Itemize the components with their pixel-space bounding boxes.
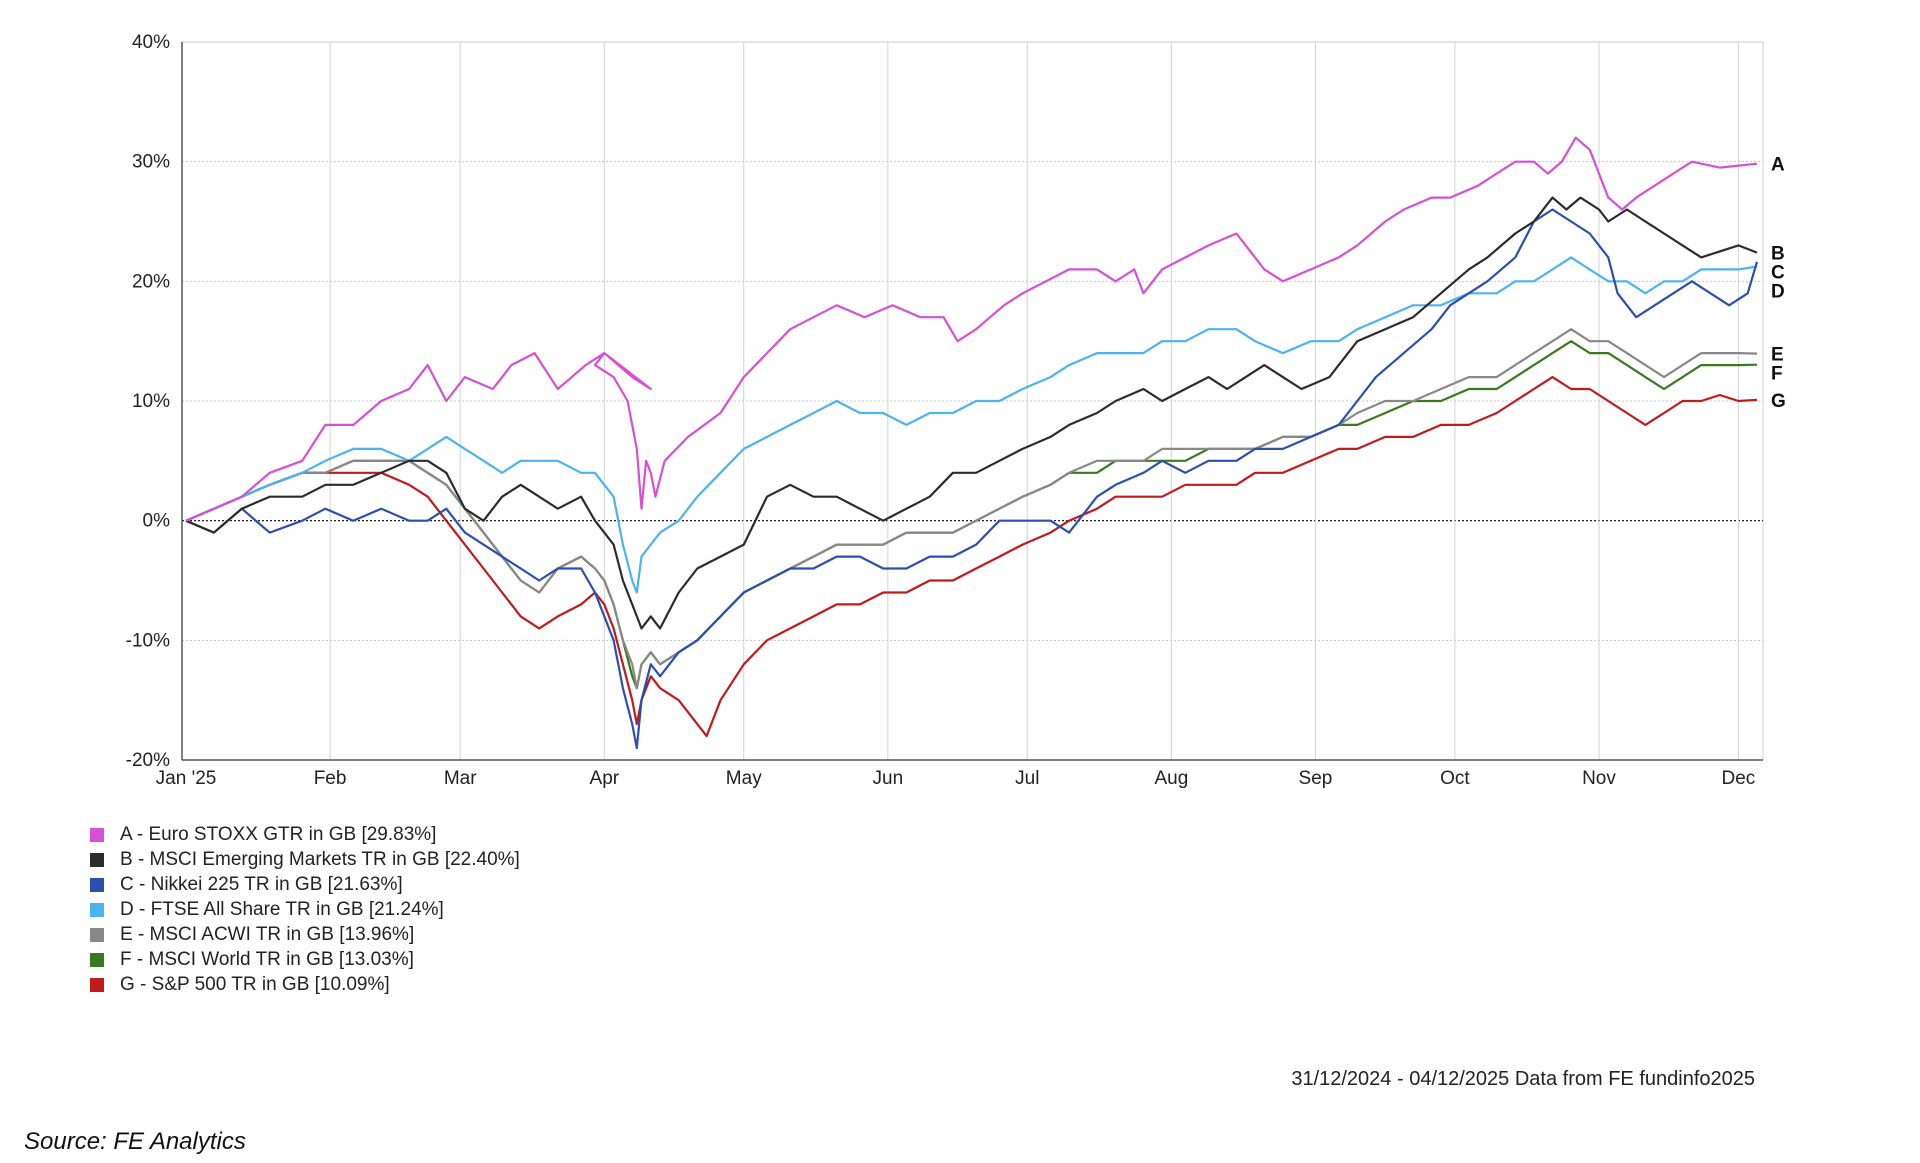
series-end-label-c: C [1771, 263, 1785, 284]
x-tick-label: May [726, 768, 762, 789]
legend-label: E - MSCI ACWI TR in GB [13.96%] [120, 923, 415, 945]
y-tick-label: 0% [143, 511, 171, 532]
x-tick-label: Nov [1582, 768, 1616, 789]
y-tick-label: 40% [132, 32, 170, 53]
x-tick-label: Oct [1440, 768, 1470, 789]
y-tick-label: -10% [126, 630, 170, 651]
x-tick-label: Aug [1154, 768, 1188, 789]
y-tick-label: -20% [126, 750, 170, 771]
series-line-b [185, 196, 1758, 630]
series-line-c [185, 208, 1759, 750]
legend-item-b: B - MSCI Emerging Markets TR in GB [22.4… [90, 847, 520, 872]
legend-swatch [90, 827, 104, 842]
legend-item-g: G - S&P 500 TR in GB [10.09%] [90, 972, 520, 997]
series-lines [185, 136, 1759, 750]
legend-swatch [90, 852, 104, 867]
x-tick-label: Feb [314, 768, 347, 789]
x-tick-label: Mar [444, 768, 477, 789]
series-end-label-e: E [1771, 345, 1784, 366]
legend-swatch [90, 952, 104, 967]
legend-swatch [90, 977, 104, 992]
date-range-note: 31/12/2024 - 04/12/2025 Data from FE fun… [1291, 1068, 1755, 1090]
y-tick-label: 30% [132, 152, 170, 173]
series-line-e [185, 328, 1758, 690]
series-line-g [185, 376, 1758, 738]
legend-label: B - MSCI Emerging Markets TR in GB [22.4… [120, 848, 520, 870]
axes: 40% 30% 20% 10% 0% -10% -20%Jan '25 Feb Mar Apr Ma… [126, 32, 1763, 789]
legend-label: G - S&P 500 TR in GB [10.09%] [120, 973, 390, 995]
series-line-a [185, 136, 1758, 522]
y-tick-label: 20% [132, 271, 170, 292]
legend-item-e: E - MSCI ACWI TR in GB [13.96%] [90, 922, 520, 947]
legend-swatch [90, 902, 104, 917]
legend-label: F - MSCI World TR in GB [13.03%] [120, 948, 414, 970]
x-tick-label: Jan '25 [156, 768, 217, 789]
grid-lines [181, 41, 1764, 761]
series-end-label-g: G [1771, 391, 1786, 412]
x-tick-label: Sep [1299, 768, 1333, 789]
series-line-d [185, 256, 1758, 594]
end-labels: A BCD EFG [1771, 155, 1786, 412]
x-tick-label: Jun [873, 768, 904, 789]
x-tick-label: Jul [1015, 768, 1039, 789]
legend-item-a: A - Euro STOXX GTR in GB [29.83%] [90, 822, 520, 847]
series-line-f [185, 340, 1758, 690]
x-tick-label: Dec [1722, 768, 1756, 789]
source-caption: Source: FE Analytics [24, 1128, 246, 1155]
series-end-label-b: B [1771, 244, 1785, 265]
legend-swatch [90, 927, 104, 942]
series-end-label-f: F [1771, 364, 1783, 385]
series-end-label-a: A [1771, 155, 1785, 176]
y-tick-label: 10% [132, 391, 170, 412]
legend-item-d: D - FTSE All Share TR in GB [21.24%] [90, 897, 520, 922]
series-end-label-d: D [1771, 282, 1785, 303]
legend-label: D - FTSE All Share TR in GB [21.24%] [120, 898, 444, 920]
legend-item-c: C - Nikkei 225 TR in GB [21.63%] [90, 872, 520, 897]
legend-swatch [90, 877, 104, 892]
legend-label: A - Euro STOXX GTR in GB [29.83%] [120, 823, 437, 845]
legend-label: C - Nikkei 225 TR in GB [21.63%] [120, 873, 403, 895]
legend-item-f: F - MSCI World TR in GB [13.03%] [90, 947, 520, 972]
x-tick-label: Apr [590, 768, 620, 789]
legend: A - Euro STOXX GTR in GB [29.83%] B - MSC… [90, 822, 520, 997]
